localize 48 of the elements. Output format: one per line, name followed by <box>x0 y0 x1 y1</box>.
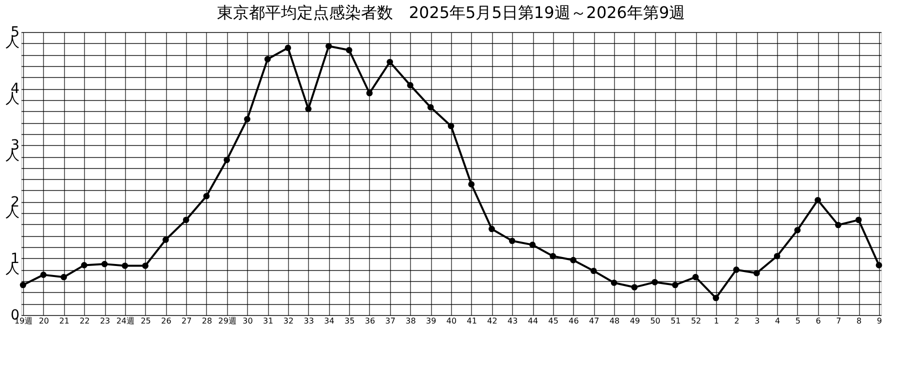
x-tick-label: 6 <box>816 316 821 326</box>
x-tick-label: 9 <box>876 316 882 326</box>
x-tick-label: 47 <box>589 316 600 326</box>
x-tick-label: 37 <box>385 316 396 326</box>
x-tick-label: 32 <box>283 316 294 326</box>
x-tick-label: 44 <box>528 316 538 326</box>
x-tick-label: 26 <box>161 316 172 326</box>
x-tick-label: 25 <box>140 316 151 326</box>
x-tick-label: 42 <box>487 316 498 326</box>
x-tick-label: 34 <box>324 316 334 326</box>
x-tick-label: 48 <box>609 316 620 326</box>
x-tick-label: 27 <box>181 316 192 326</box>
x-tick-label: 33 <box>304 316 314 326</box>
x-tick-label: 20 <box>38 316 50 326</box>
x-tick-label: 51 <box>670 316 681 326</box>
x-tick-label: 38 <box>406 316 416 326</box>
y-tick-label: 3 人 <box>6 138 20 164</box>
x-tick-label: 21 <box>59 316 70 326</box>
x-tick-label: 43 <box>508 316 518 326</box>
y-tick-label: 2 人 <box>6 194 20 220</box>
x-tick-label: 31 <box>262 316 274 326</box>
x-tick-label: 49 <box>630 316 640 326</box>
x-tick-label: 45 <box>548 316 558 326</box>
x-tick-label: 35 <box>344 316 355 326</box>
chart-title: 東京都平均定点感染者数 2025年5月5日第19週～2026年第9週 <box>216 3 686 22</box>
x-tick-label: 4 <box>775 316 780 326</box>
x-tick-label: 24週 <box>116 316 135 326</box>
x-tick-label: 3 <box>754 316 760 326</box>
x-tick-label: 46 <box>568 316 579 326</box>
x-tick-label: 41 <box>466 316 477 326</box>
x-tick-label: 7 <box>836 316 842 326</box>
y-tick-label: 5 人 <box>6 24 20 50</box>
x-tick-label: 2 <box>734 316 740 326</box>
x-tick-label: 29週 <box>218 316 236 326</box>
x-tick-label: 52 <box>690 316 702 326</box>
x-tick-label: 40 <box>446 316 457 326</box>
x-tick-label: 28 <box>202 316 212 326</box>
x-tick-label: 8 <box>856 316 862 326</box>
x-tick-label: 36 <box>364 316 376 326</box>
y-tick-label: 1 人 <box>6 250 20 277</box>
x-tick-label: 1 <box>714 316 719 326</box>
y-tick-label: 4 人 <box>6 81 20 108</box>
x-tick-label: 30 <box>242 316 253 326</box>
x-tick-label: 23 <box>100 316 110 326</box>
x-tick-label: 39 <box>426 316 436 326</box>
x-tick-label: 5 <box>795 316 800 326</box>
x-tick-label: 50 <box>650 316 660 326</box>
x-tick-label: 22 <box>80 316 90 326</box>
